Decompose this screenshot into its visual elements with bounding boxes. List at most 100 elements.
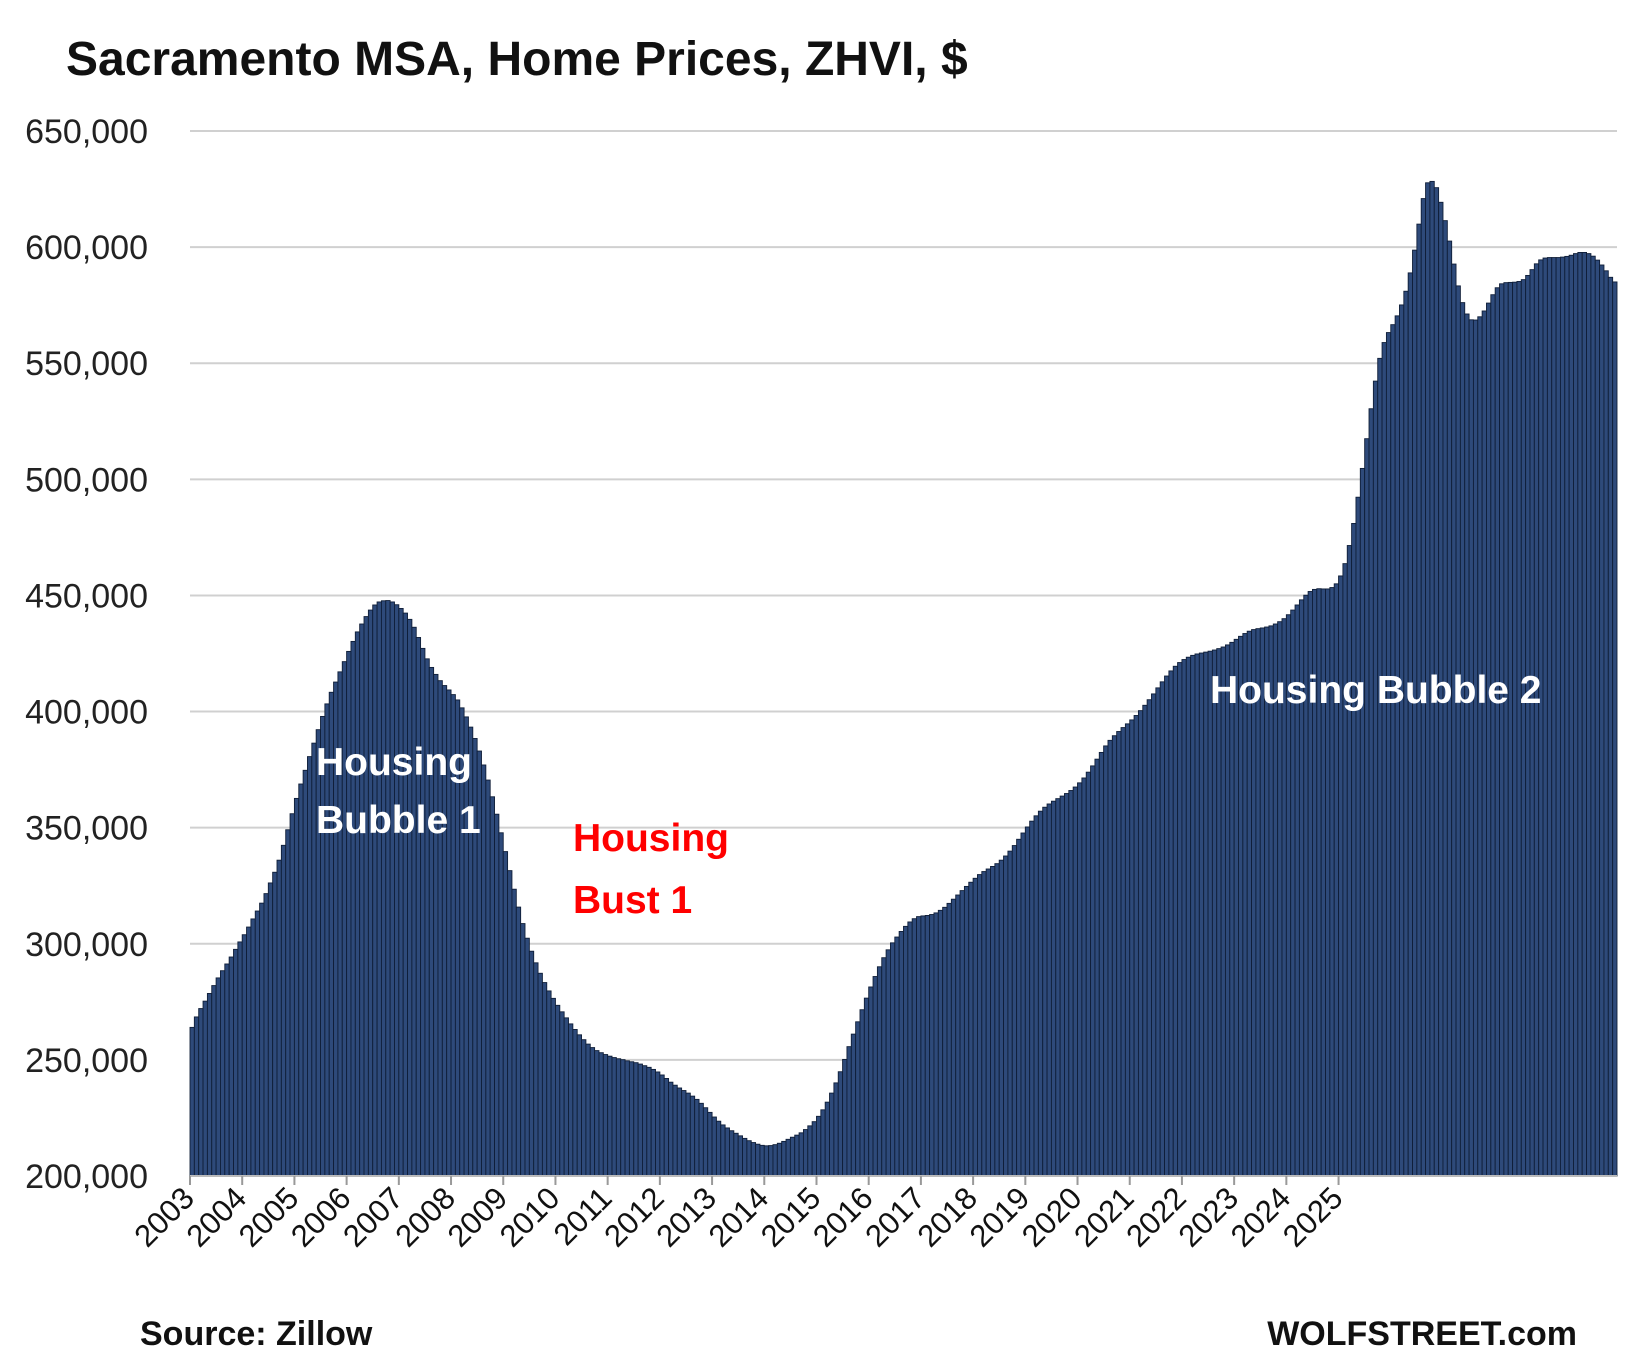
annotation: Housing Bubble 2 (1210, 669, 1542, 712)
bar (798, 1132, 804, 1177)
bar (1042, 806, 1048, 1177)
bar (1533, 263, 1540, 1177)
bar (1455, 285, 1461, 1177)
bar (354, 631, 361, 1177)
x-tick-label: 2015 (754, 1180, 828, 1254)
bar (724, 1127, 730, 1177)
bar (977, 874, 983, 1177)
x-tick-label: 2011 (547, 1180, 619, 1252)
x-tick-label: 2022 (1119, 1180, 1193, 1254)
bar (563, 1017, 569, 1177)
bar (341, 661, 348, 1177)
bar (942, 906, 948, 1177)
bar (807, 1125, 813, 1177)
bar (1029, 820, 1035, 1177)
bar (1124, 723, 1131, 1177)
annotations: Housing Bubble 1 Housing Bust 1 Housing Bubb… (316, 669, 1542, 922)
annotation: Housing Bubble 1 (316, 741, 481, 842)
bar (346, 650, 352, 1177)
x-axis (189, 1175, 1617, 1185)
bar (872, 976, 878, 1177)
bar (293, 797, 300, 1177)
bar (1368, 408, 1374, 1177)
bar (685, 1092, 691, 1177)
bar (624, 1060, 630, 1177)
y-axis-tick-labels: 650,000 600,000 550,000 500,000 450,000 400,0… (25, 113, 148, 1196)
x-tick-label: 2023 (1172, 1180, 1246, 1254)
bar (533, 962, 539, 1177)
bar (1081, 777, 1087, 1177)
bar (1207, 650, 1213, 1177)
bar (755, 1143, 761, 1177)
bar (898, 931, 904, 1177)
bar (876, 966, 883, 1177)
bar (1133, 715, 1139, 1177)
bar (742, 1137, 748, 1177)
x-axis-tick-labels: 2003200420052006200720082009201020112012… (127, 1180, 1349, 1254)
bar (820, 1109, 826, 1177)
bar (276, 859, 282, 1177)
bar (372, 604, 378, 1177)
bar (1364, 438, 1370, 1177)
bar (285, 829, 291, 1177)
bar (689, 1095, 696, 1177)
bar (263, 893, 269, 1177)
bar (585, 1043, 591, 1177)
bar (1394, 315, 1400, 1177)
bar (1233, 638, 1239, 1177)
bar (376, 601, 382, 1177)
bar (1490, 294, 1496, 1177)
bar (1198, 652, 1205, 1177)
bar (1077, 782, 1083, 1177)
y-tick-label: 400,000 (25, 694, 148, 732)
bar (963, 885, 970, 1177)
bar (894, 936, 900, 1177)
bar (467, 726, 474, 1177)
bar (681, 1090, 687, 1177)
bar (1520, 279, 1527, 1177)
bar (520, 923, 526, 1177)
bar (1085, 771, 1092, 1177)
bar (1477, 316, 1483, 1177)
bar (789, 1136, 796, 1177)
bar (568, 1023, 574, 1177)
bar (367, 609, 374, 1177)
bar (524, 937, 530, 1177)
bar (1238, 635, 1244, 1177)
bar (272, 871, 278, 1177)
bar (1050, 800, 1057, 1177)
bar (1507, 281, 1514, 1177)
bar (1190, 654, 1196, 1177)
bar (1546, 257, 1553, 1177)
bar (415, 637, 422, 1177)
bar (1542, 257, 1548, 1177)
bar (637, 1063, 643, 1177)
bar (233, 948, 239, 1177)
bar (515, 906, 522, 1177)
bar (1072, 786, 1078, 1177)
bar (581, 1039, 587, 1177)
bar (1568, 254, 1574, 1177)
bar (398, 608, 404, 1177)
bar (494, 813, 500, 1177)
bar (219, 970, 226, 1177)
bar (663, 1078, 670, 1177)
bar (646, 1066, 652, 1177)
bar (1094, 758, 1100, 1177)
bar (280, 844, 287, 1177)
bar (193, 1016, 200, 1177)
bar (572, 1029, 578, 1177)
bar (720, 1124, 726, 1177)
bar (1338, 575, 1344, 1177)
bar (785, 1138, 791, 1177)
bar (1224, 644, 1231, 1177)
bar (411, 626, 417, 1177)
bar (350, 640, 356, 1177)
bar (833, 1082, 839, 1177)
bar (559, 1011, 565, 1177)
bar (1525, 274, 1531, 1177)
x-tick-label: 2009 (441, 1180, 515, 1254)
bar (737, 1135, 743, 1177)
bar (507, 870, 513, 1177)
bar (594, 1050, 600, 1177)
